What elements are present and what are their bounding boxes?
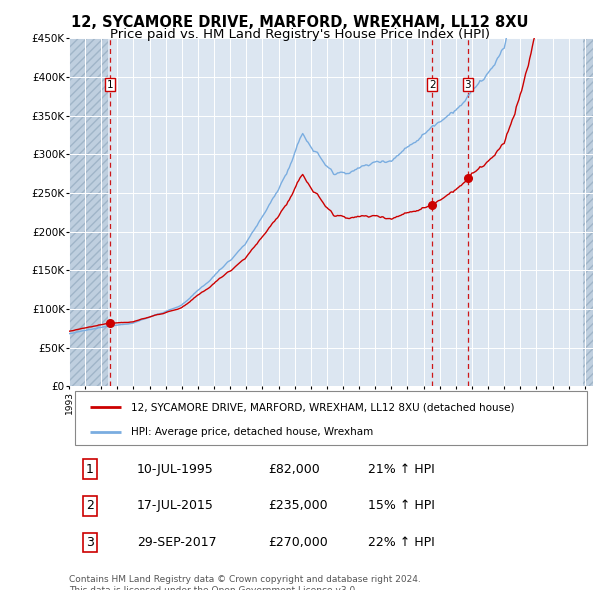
Text: HPI: Average price, detached house, Wrexham: HPI: Average price, detached house, Wrex…	[131, 427, 374, 437]
Text: 21% ↑ HPI: 21% ↑ HPI	[368, 463, 434, 476]
Text: 17-JUL-2015: 17-JUL-2015	[137, 499, 214, 513]
Text: £235,000: £235,000	[268, 499, 328, 513]
Text: 15% ↑ HPI: 15% ↑ HPI	[368, 499, 434, 513]
Text: 2: 2	[86, 499, 94, 513]
Text: £270,000: £270,000	[268, 536, 328, 549]
Text: Price paid vs. HM Land Registry's House Price Index (HPI): Price paid vs. HM Land Registry's House …	[110, 28, 490, 41]
Text: £82,000: £82,000	[268, 463, 320, 476]
Text: 12, SYCAMORE DRIVE, MARFORD, WREXHAM, LL12 8XU: 12, SYCAMORE DRIVE, MARFORD, WREXHAM, LL…	[71, 15, 529, 30]
FancyBboxPatch shape	[75, 391, 587, 445]
Text: 1: 1	[86, 463, 94, 476]
Text: 1: 1	[106, 80, 113, 90]
Text: 12, SYCAMORE DRIVE, MARFORD, WREXHAM, LL12 8XU (detached house): 12, SYCAMORE DRIVE, MARFORD, WREXHAM, LL…	[131, 402, 515, 412]
Text: 3: 3	[464, 80, 471, 90]
Text: Contains HM Land Registry data © Crown copyright and database right 2024.
This d: Contains HM Land Registry data © Crown c…	[69, 575, 421, 590]
Text: 22% ↑ HPI: 22% ↑ HPI	[368, 536, 434, 549]
Text: 10-JUL-1995: 10-JUL-1995	[137, 463, 214, 476]
Text: 3: 3	[86, 536, 94, 549]
Bar	[69, 38, 107, 386]
Text: 29-SEP-2017: 29-SEP-2017	[137, 536, 217, 549]
Bar	[583, 38, 593, 386]
Text: 2: 2	[429, 80, 436, 90]
